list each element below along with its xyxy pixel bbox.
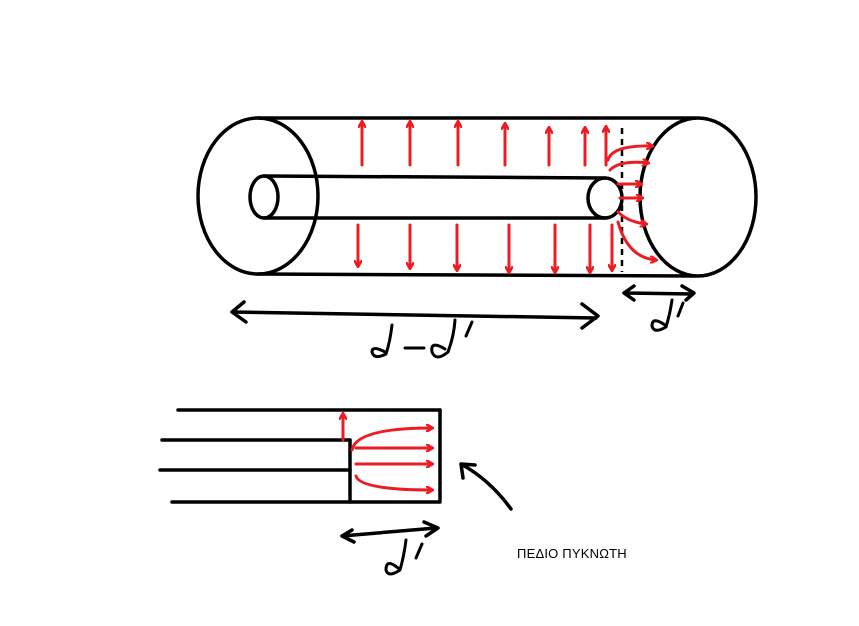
fringe-arrow-5 [616, 210, 646, 224]
bottom-dimension-gap [340, 520, 440, 544]
outer-cylinder-right-end [638, 116, 758, 278]
cs-arrow-4 [354, 474, 432, 490]
fringe-arrow-6 [616, 220, 656, 260]
dimension-arrow-long [230, 300, 600, 330]
dimension-arrow-bottom [340, 520, 440, 544]
cross-section [158, 408, 442, 504]
label-d-minus-d-prime [370, 318, 474, 359]
cs-arrow-1 [350, 428, 432, 452]
inner-cylinder-top-edge [262, 174, 607, 180]
fringe-field-arrows [606, 146, 656, 260]
radial-field-arrows-up [362, 122, 606, 167]
fringe-arrow-2 [608, 162, 648, 172]
fringe-arrow-1 [606, 146, 652, 162]
top-dimension-gap [622, 284, 696, 302]
label-d-prime-bottom [384, 538, 424, 576]
dimension-arrow-short [622, 284, 696, 302]
capacitor-field-caption: ΠΕΔΙΟ ΠΥΚΝΩΤΗ [517, 546, 627, 561]
radial-field-arrows-down [358, 223, 612, 272]
label-d-prime-top [650, 298, 685, 332]
cross-section-field-arrows [343, 414, 432, 490]
outer-cylinder-left-end [196, 116, 320, 276]
outer-cylinder-bottom-edge [256, 272, 697, 278]
pointer-arrow [459, 462, 513, 511]
top-dimension-length [230, 300, 600, 330]
coaxial-cylinder [196, 116, 758, 278]
inner-cylinder-left-end [248, 174, 280, 220]
